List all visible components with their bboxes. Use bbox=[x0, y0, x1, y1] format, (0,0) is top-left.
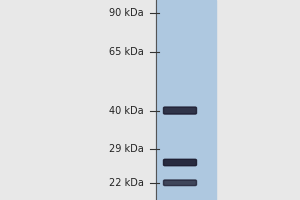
Text: 65 kDa: 65 kDa bbox=[109, 47, 144, 57]
Text: 90 kDa: 90 kDa bbox=[110, 8, 144, 18]
FancyBboxPatch shape bbox=[164, 180, 196, 186]
FancyBboxPatch shape bbox=[164, 159, 196, 166]
Bar bbox=[156, 0, 216, 200]
FancyBboxPatch shape bbox=[164, 107, 196, 114]
Text: 29 kDa: 29 kDa bbox=[109, 144, 144, 154]
Text: 22 kDa: 22 kDa bbox=[109, 178, 144, 188]
Text: 40 kDa: 40 kDa bbox=[110, 106, 144, 116]
